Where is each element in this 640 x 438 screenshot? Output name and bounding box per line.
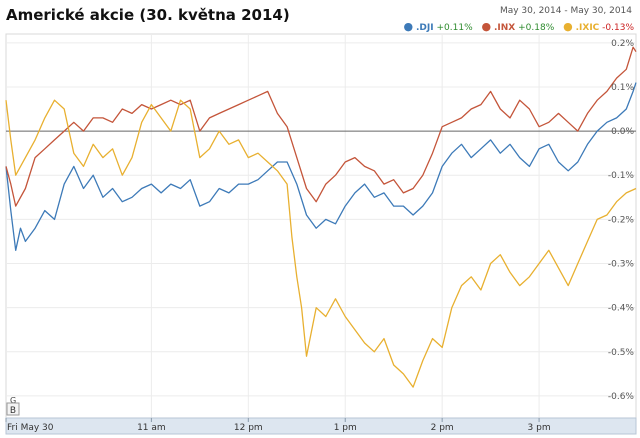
legend-dot-icon: ●: [563, 20, 573, 33]
date-range[interactable]: May 30, 2014 - May 30, 2014: [499, 6, 632, 16]
chart-title: Americké akcie (30. května 2014): [6, 6, 290, 24]
series-line-ixic: [5, 99, 637, 388]
legend-series-change: +0.11%: [436, 23, 473, 33]
x-tick-label: 3 pm: [528, 423, 551, 433]
y-tick-label: -0.6%: [608, 392, 635, 402]
legend-item-dji[interactable]: ● .DJI +0.11%: [403, 20, 476, 33]
x-tick-label: 2 pm: [431, 423, 454, 433]
legend-series-name: .IXIC: [575, 23, 600, 33]
marker-label: G: [10, 396, 16, 405]
x-tick-label: Fri May 30: [7, 423, 54, 433]
gridlines: [5, 33, 637, 419]
legend-dot-icon: ●: [481, 20, 492, 33]
y-tick-label: -0.1%: [608, 171, 635, 181]
series-line-inx: [5, 46, 637, 207]
y-tick-label: -0.2%: [608, 215, 635, 225]
time-axis-band[interactable]: [5, 417, 637, 435]
x-axis: Fri May 30 11 am 12 pm 1 pm 2 pm 3 pm GB: [5, 396, 637, 435]
scroll-button[interactable]: [6, 402, 20, 416]
series-lines: [5, 46, 637, 388]
legend-item-ixic[interactable]: ● .IXIC -0.13%: [563, 20, 634, 33]
legend-series-name: .DJI: [416, 23, 434, 33]
legend-series-change: -0.13%: [602, 23, 634, 33]
legend-series-name: .INX: [493, 23, 516, 33]
x-tick-label: 12 pm: [234, 423, 263, 433]
scroll-button-label: B: [10, 406, 16, 416]
legend-item-inx[interactable]: ● .INX +0.18%: [481, 20, 558, 33]
series-line-dji: [5, 82, 637, 251]
y-tick-label: -0.3%: [608, 260, 635, 270]
x-tick-label: 11 am: [137, 423, 166, 433]
y-tick-label: -0.4%: [608, 304, 635, 314]
plot-frame: [5, 33, 637, 419]
legend-dot-icon: ●: [403, 20, 414, 33]
x-tick-label: 1 pm: [334, 423, 357, 433]
y-tick-label: 0.2%: [611, 39, 634, 49]
legend-series-change: +0.18%: [518, 23, 555, 33]
chart-legend: ● .DJI +0.11% ● .INX +0.18% ● .IXIC -0.1…: [398, 20, 634, 33]
y-tick-label: -0.5%: [608, 348, 635, 358]
y-tick-labels: 0.2% 0.1% 0.0% -0.1% -0.2% -0.3% -0.4% -0.5% -0.…: [608, 39, 635, 402]
y-tick-label: 0.1%: [611, 83, 634, 93]
y-tick-label: 0.0%: [611, 127, 634, 137]
